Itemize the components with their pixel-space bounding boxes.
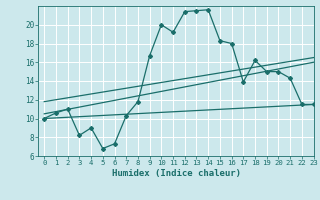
X-axis label: Humidex (Indice chaleur): Humidex (Indice chaleur): [111, 169, 241, 178]
